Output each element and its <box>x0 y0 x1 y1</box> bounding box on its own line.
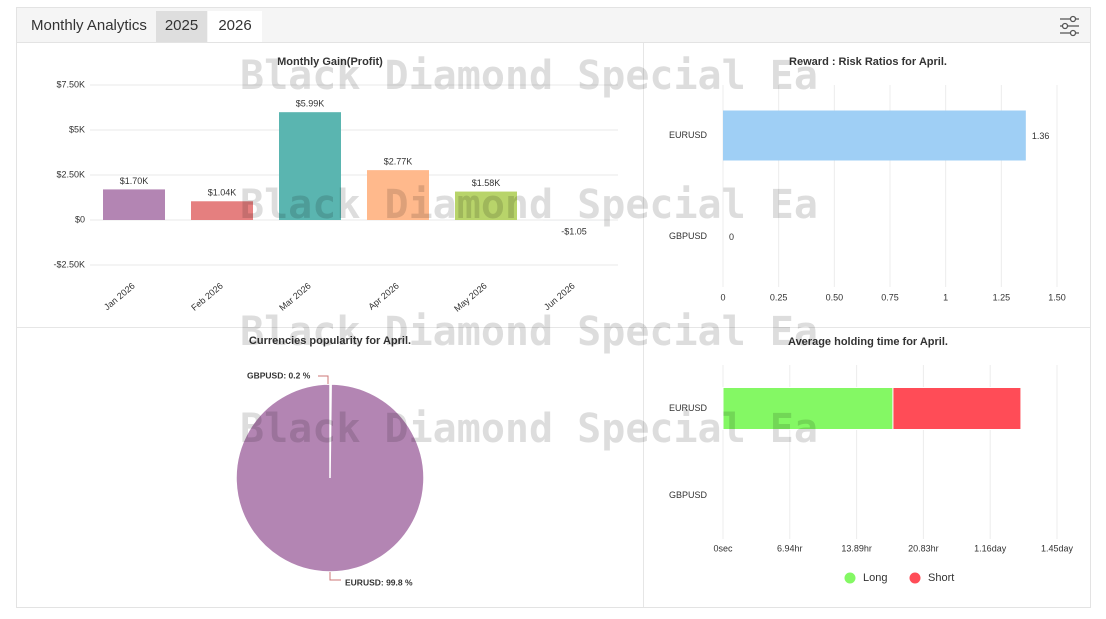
leader-line <box>329 572 341 581</box>
data-label: $1.04K <box>208 188 237 198</box>
bar <box>723 110 1026 161</box>
tab-active[interactable] <box>208 11 262 42</box>
x-tick-label: 20.83hr <box>908 543 939 553</box>
watermark: Black Diamond Special Ea <box>240 309 818 355</box>
x-tick-label: 13.89hr <box>841 543 872 553</box>
bar <box>455 191 517 220</box>
watermarks: Black Diamond Special Ea Black Diamond S… <box>240 53 818 452</box>
data-label: 0 <box>729 232 734 242</box>
panel <box>16 7 1091 608</box>
x-tick-label: 0sec <box>713 543 733 553</box>
bar <box>103 189 165 220</box>
watermark: Black Diamond Special Ea <box>240 182 818 228</box>
tab-label[interactable]: 2025 <box>165 17 198 34</box>
legend-label: Long <box>863 572 887 584</box>
data-label: 1.36 <box>1032 131 1050 141</box>
legend-label: Short <box>928 572 954 584</box>
watermark: Black Diamond Special Ea <box>240 406 818 452</box>
data-label: GBPUSD: 0.2 % <box>247 370 311 380</box>
pie-slice <box>235 383 425 573</box>
legend-marker <box>909 572 921 584</box>
y-tick-label: $0 <box>75 214 85 224</box>
y-tick-label: EURUSD <box>669 130 708 140</box>
x-tick-label: 6.94hr <box>777 543 803 553</box>
watermark: Black Diamond Special Ea <box>240 53 818 99</box>
data-label: $2.77K <box>384 157 413 167</box>
bar-segment <box>892 387 1022 430</box>
x-tick-label: 0.25 <box>770 292 788 302</box>
y-tick-label: $5K <box>69 124 85 134</box>
data-label: $5.99K <box>296 99 325 109</box>
x-tick-label: 1 <box>943 292 948 302</box>
tab[interactable] <box>156 11 207 42</box>
x-tick-label: 0 <box>720 292 725 302</box>
x-tick-label: 1.16day <box>974 543 1007 553</box>
chart-title: Average holding time for April. <box>788 336 948 348</box>
y-tick-label: $2.50K <box>56 169 85 179</box>
data-label: -$1.05 <box>561 226 587 236</box>
y-tick-label: GBPUSD <box>669 231 708 241</box>
x-tick-label: 0.75 <box>881 292 899 302</box>
chart-title: Monthly Gain(Profit) <box>277 56 383 68</box>
charts: Monthly Gain(Profit) -$2.50K $0 $2.50K $5K $7… <box>53 56 1073 587</box>
bar <box>191 201 253 220</box>
tab-label[interactable]: 2026 <box>218 17 251 34</box>
bar <box>279 112 341 220</box>
data-label: $1.70K <box>120 176 149 186</box>
x-tick-label: 0.50 <box>826 292 844 302</box>
x-tick-label: 1.25 <box>993 292 1011 302</box>
y-tick-label: GBPUSD <box>669 490 708 500</box>
data-label: EURUSD: 99.8 % <box>345 577 413 587</box>
header-title: Monthly Analytics <box>31 17 147 34</box>
y-tick-label: -$2.50K <box>53 259 85 269</box>
bar-segment <box>722 387 894 430</box>
y-tick-label: EURUSD <box>669 403 708 413</box>
chart-title: Reward : Risk Ratios for April. <box>789 56 947 68</box>
filter-icon[interactable] <box>1060 15 1079 37</box>
legend-marker <box>844 572 856 584</box>
chart-title: Currencies popularity for April. <box>249 335 411 347</box>
data-label: $1.58K <box>472 178 501 188</box>
bar <box>367 170 429 220</box>
y-tick-label: $7.50K <box>56 79 85 89</box>
leader-line <box>318 375 329 384</box>
x-tick-label: 1.45day <box>1041 543 1074 553</box>
x-tick-label: 1.50 <box>1048 292 1066 302</box>
